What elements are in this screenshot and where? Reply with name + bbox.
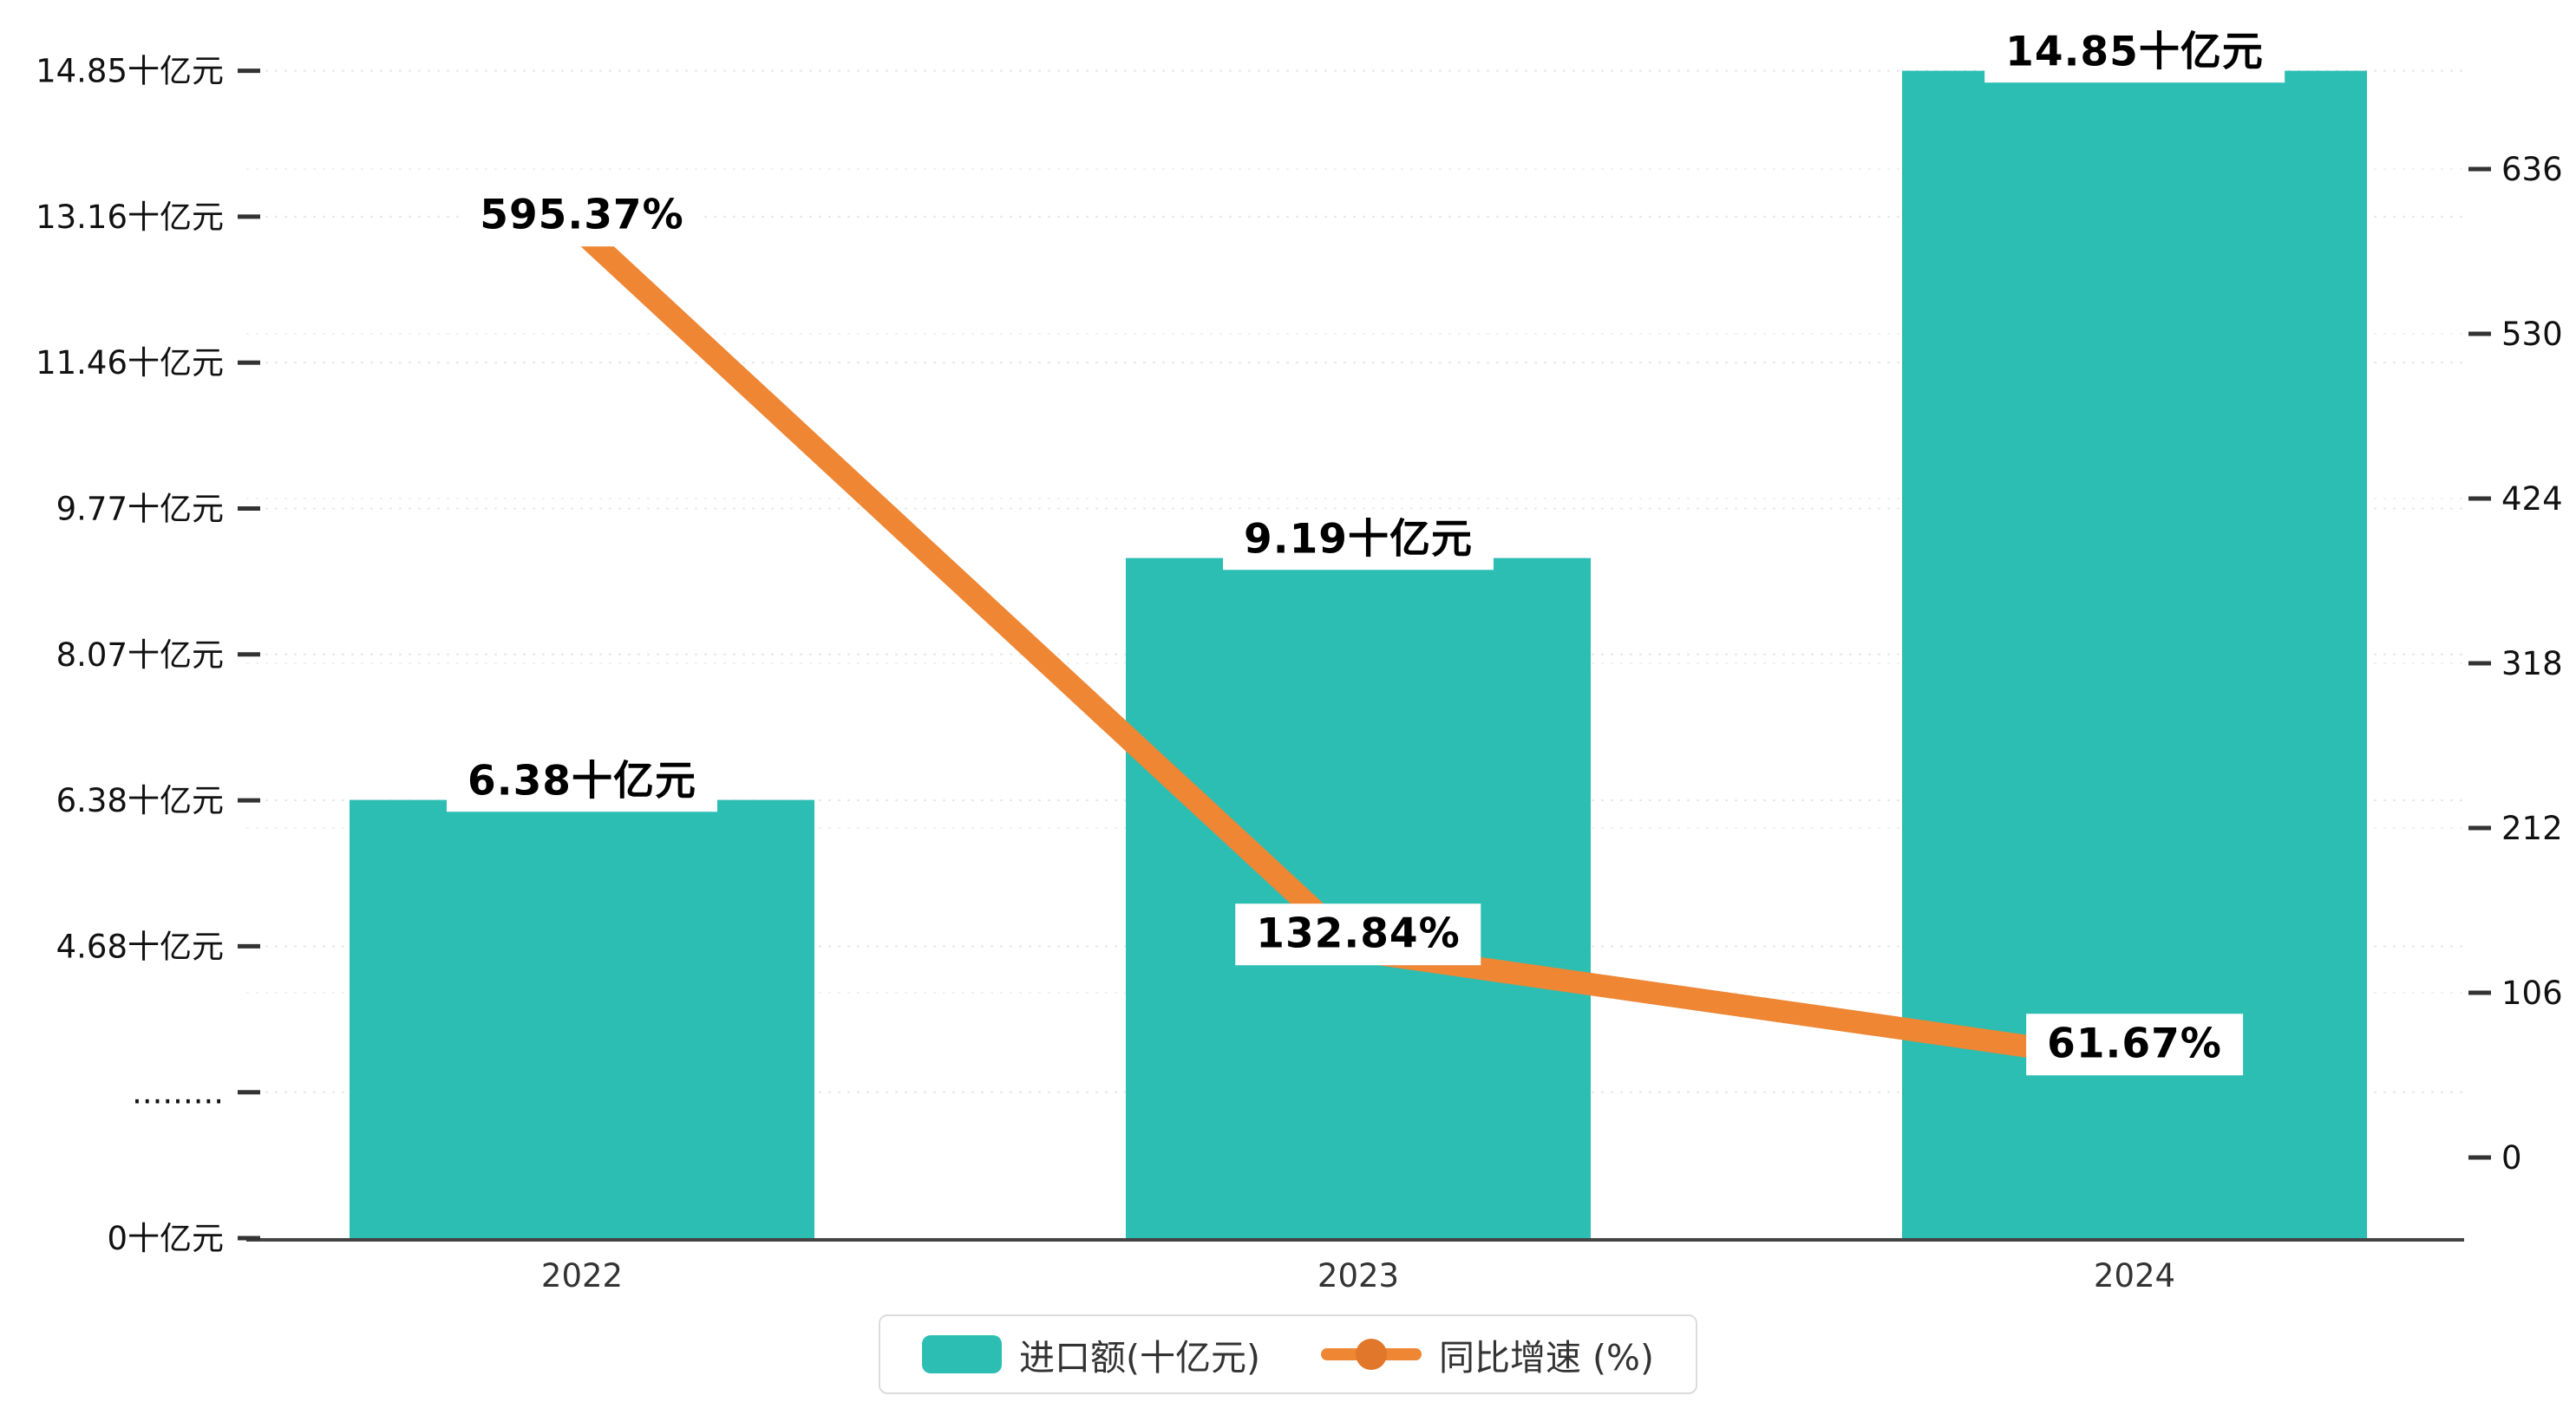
left-axis-tick-label: 4.68十亿元 (56, 928, 224, 965)
right-axis-tick-label: 106 (2501, 975, 2563, 1012)
x-axis-label-2022: 2022 (541, 1257, 623, 1294)
left-axis-tick-label: 11.46十亿元 (36, 344, 224, 381)
bar-series (350, 70, 2367, 1241)
right-axis-tick-label: 318 (2501, 645, 2563, 682)
legend-item-import-amount[interactable]: 进口额(十亿元) (922, 1328, 1260, 1380)
legend-label-import-amount: 进口额(十亿元) (1019, 1337, 1261, 1379)
x-axis-label-2024: 2024 (2094, 1257, 2175, 1294)
right-axis-tick-label: 530 (2501, 316, 2563, 353)
bar-2022 (350, 799, 814, 1240)
legend: 进口额(十亿元) 同比增速 (%) (879, 1314, 1697, 1394)
left-axis-tick-label: ......... (132, 1074, 224, 1112)
right-axis: 0 106 212 318 424 530 636 (2468, 151, 2563, 1177)
left-axis-tick-label: 9.77十亿元 (56, 491, 224, 528)
line-series-swatch-icon (1321, 1333, 1422, 1375)
legend-item-yoy-growth[interactable]: 同比增速 (%) (1321, 1328, 1654, 1380)
legend-label-yoy-growth: 同比增速 (%) (1439, 1337, 1654, 1379)
x-axis-label-2023: 2023 (1317, 1257, 1399, 1294)
bar-2023 (1126, 558, 1591, 1240)
left-axis-tick-label: 6.38十亿元 (56, 782, 224, 819)
right-axis-tick-label: 0 (2501, 1139, 2522, 1177)
bar-series-swatch-icon (922, 1335, 1003, 1373)
left-axis-tick-label: 13.16十亿元 (36, 199, 224, 236)
right-axis-tick-label: 636 (2501, 151, 2563, 188)
left-axis-tick-label: 0十亿元 (107, 1220, 224, 1257)
right-axis-tick-label: 212 (2501, 810, 2563, 847)
left-axis-tick-label: 8.07十亿元 (56, 636, 224, 674)
left-axis: 0十亿元......... 4.68十亿元 6.38十亿元 8.07十亿元 9.77十亿… (36, 53, 260, 1257)
left-axis-tick-label: 14.85十亿元 (36, 53, 224, 90)
x-axis-labels: 2022 2023 2024 (541, 1257, 2175, 1294)
right-axis-tick-label: 424 (2501, 480, 2563, 518)
